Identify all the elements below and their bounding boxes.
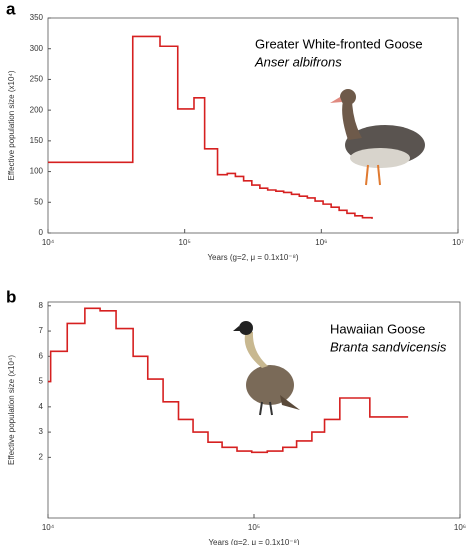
x-tick-label: 10⁴ <box>42 523 55 532</box>
plot-frame <box>47 17 459 234</box>
annotation: Hawaiian Goose <box>330 321 425 336</box>
y-tick-label: 5 <box>39 377 44 386</box>
y-tick-label: 50 <box>34 197 43 206</box>
y-tick-label: 300 <box>30 44 44 53</box>
goose-illustration <box>330 89 425 186</box>
x-tick-label: 10⁵ <box>248 523 260 532</box>
x-tick-label: 10⁶ <box>315 238 327 247</box>
y-tick-label: 7 <box>39 326 44 335</box>
y-tick-label: 8 <box>39 301 44 310</box>
y-tick-label: 100 <box>30 167 44 176</box>
annotation: Branta sandvicensis <box>330 339 447 354</box>
panel-label: b <box>6 287 16 306</box>
annotation: Greater White-fronted Goose <box>255 36 423 51</box>
goose-illustration <box>233 321 300 416</box>
x-tick-label: 10⁷ <box>452 238 464 247</box>
y-tick-label: 350 <box>30 13 44 22</box>
y-axis-label: Effective population size (x10⁴) <box>7 355 16 465</box>
y-tick-label: 0 <box>39 228 44 237</box>
step-line <box>48 307 409 454</box>
annotation: Anser albifrons <box>254 54 342 69</box>
y-axis-label: Effective population size (x10⁴) <box>7 70 16 180</box>
y-tick-label: 250 <box>30 75 44 84</box>
step-line <box>48 35 373 219</box>
x-axis-label: Years (g=2, μ = 0.1x10⁻⁸) <box>208 538 299 545</box>
y-tick-label: 4 <box>39 402 44 411</box>
y-tick-label: 3 <box>39 427 44 436</box>
x-tick-label: 10⁴ <box>42 238 55 247</box>
y-tick-label: 200 <box>30 105 44 114</box>
y-tick-label: 6 <box>39 351 44 360</box>
x-axis-label: Years (g=2, μ = 0.1x10⁻⁸) <box>207 253 298 262</box>
x-tick-label: 10⁶ <box>454 523 466 532</box>
y-tick-label: 2 <box>39 452 44 461</box>
y-tick-label: 150 <box>30 136 44 145</box>
panel-label: a <box>6 0 16 18</box>
x-tick-label: 10⁵ <box>179 238 191 247</box>
